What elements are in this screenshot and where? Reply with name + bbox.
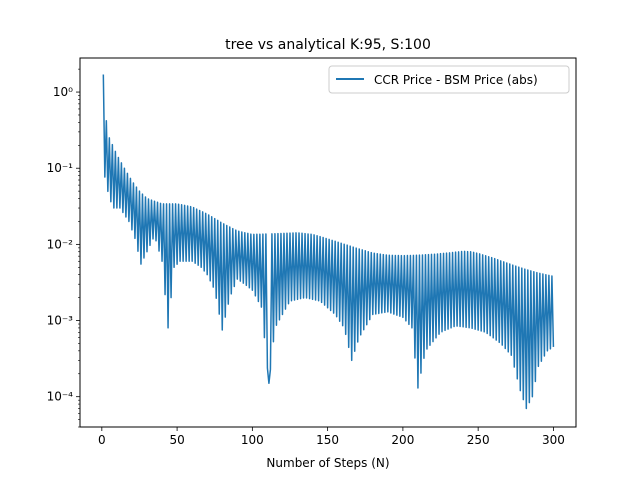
- plot-area: [80, 58, 576, 427]
- legend-box: [328, 65, 570, 94]
- series-line-ccr-bsm-abs: [102, 74, 555, 410]
- y-tick-label: 10⁻¹: [47, 161, 74, 175]
- y-tick-label: 10⁰: [53, 85, 73, 99]
- axes-frame: [79, 57, 577, 428]
- y-tick-label: 10⁻⁴: [47, 390, 74, 404]
- chart-title: tree vs analytical K:95, S:100: [225, 37, 431, 53]
- x-tick-label: 200: [391, 433, 414, 447]
- x-tick-label: 100: [241, 433, 264, 447]
- x-tick-label: 50: [169, 433, 184, 447]
- x-tick-label: 300: [542, 433, 565, 447]
- x-axis-ticks: 0 50 100 150 200 250 300: [98, 427, 565, 447]
- y-axis-ticks: 10⁻⁴ 10⁻³ 10⁻² 10⁻¹ 10⁰: [47, 68, 80, 428]
- x-tick-label: 250: [467, 433, 490, 447]
- x-tick-label: 0: [98, 433, 106, 447]
- y-tick-label: 10⁻³: [47, 314, 74, 328]
- legend-label: CCR Price - BSM Price (abs): [374, 73, 538, 87]
- x-axis-label: Number of Steps (N): [266, 456, 389, 470]
- x-tick-label: 150: [316, 433, 339, 447]
- y-tick-label: 10⁻²: [47, 237, 74, 251]
- legend: CCR Price - BSM Price (abs): [328, 65, 570, 94]
